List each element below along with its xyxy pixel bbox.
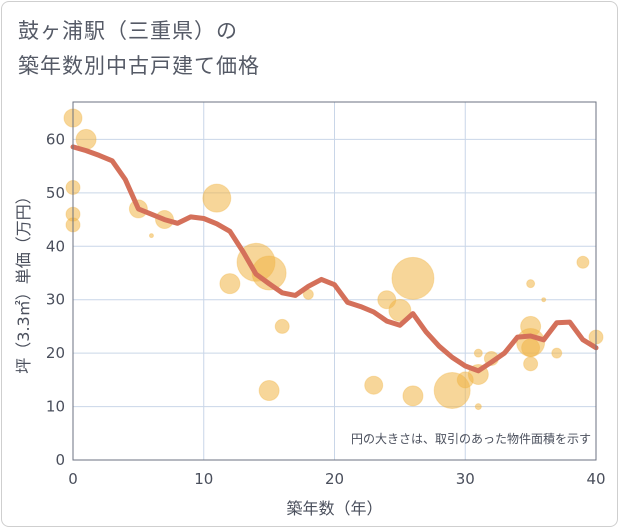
bubble-point xyxy=(541,297,547,303)
bubble-point xyxy=(473,348,483,358)
y-tick-label: 20 xyxy=(46,344,65,362)
y-tick-label: 30 xyxy=(46,291,65,309)
bubble-point xyxy=(576,255,590,269)
bubble-point xyxy=(521,338,541,358)
bubble-point xyxy=(364,375,384,395)
bubble-point xyxy=(219,273,241,295)
y-tick-label: 60 xyxy=(46,130,65,148)
bubble-point xyxy=(148,233,154,239)
bubble-point xyxy=(402,385,424,407)
bubble-point xyxy=(551,347,563,359)
chart-title: 鼓ヶ浦駅（三重県）の 築年数別中古戸建て価格 xyxy=(18,14,260,84)
bubble-point xyxy=(474,403,482,411)
x-tick-label: 10 xyxy=(194,470,213,488)
bubble-point xyxy=(202,183,232,213)
y-tick-label: 0 xyxy=(55,451,65,469)
bubble-point xyxy=(523,356,539,372)
y-tick-label: 50 xyxy=(46,184,65,202)
y-axis-title: 坪（3.3㎡）単価（万円） xyxy=(14,188,33,373)
chart-title-line-1: 鼓ヶ浦駅（三重県）の xyxy=(18,19,238,43)
bubble-point xyxy=(526,279,536,289)
bubble-size-note: 円の大きさは、取引のあった物件面積を示す xyxy=(351,431,591,446)
x-tick-label: 30 xyxy=(456,470,475,488)
bubble-point xyxy=(251,255,287,291)
x-tick-labels: 0 10 20 30 40 xyxy=(68,470,605,488)
x-tick-label: 0 xyxy=(68,470,78,488)
x-axis-title: 築年数（年） xyxy=(286,499,382,518)
bubble-point xyxy=(258,380,280,402)
y-tick-label: 10 xyxy=(46,398,65,416)
plot-border xyxy=(72,101,597,461)
chart-title-line-2: 築年数別中古戸建て価格 xyxy=(18,54,260,78)
bubble-point xyxy=(388,298,412,322)
y-tick-labels: 0 10 20 30 40 50 60 xyxy=(46,130,65,469)
bubble-point xyxy=(274,318,290,334)
average-line-series xyxy=(70,144,599,374)
x-tick-label: 40 xyxy=(586,470,605,488)
x-tick-label: 20 xyxy=(325,470,344,488)
bubble-point xyxy=(391,256,435,300)
y-tick-label: 40 xyxy=(46,237,65,255)
